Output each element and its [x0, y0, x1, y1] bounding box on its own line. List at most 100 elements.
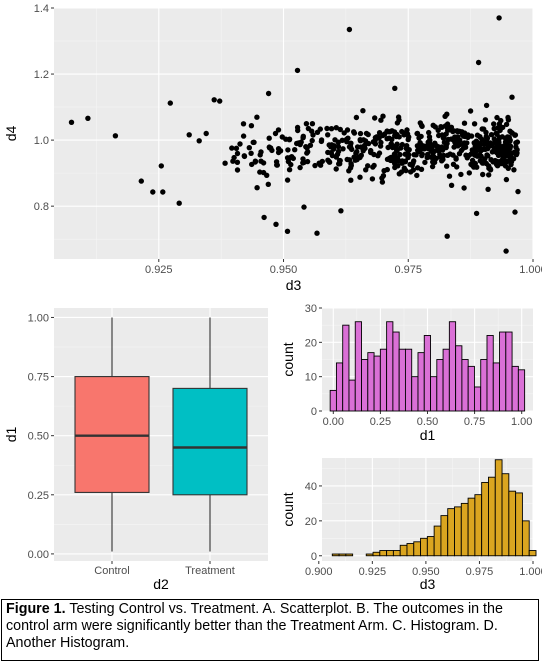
- scatter-point: [458, 147, 465, 154]
- scatter-point: [418, 133, 424, 140]
- scatter-point: [258, 149, 264, 155]
- scatter-point: [503, 143, 509, 149]
- histogram-bar: [392, 331, 400, 412]
- scatter-point: [266, 135, 272, 141]
- scatter-point: [431, 154, 437, 160]
- scatter-point: [297, 164, 303, 171]
- scatter-point: [353, 114, 360, 121]
- scatter-point: [380, 173, 387, 179]
- scatter-point: [357, 130, 364, 137]
- scatter-point: [495, 137, 502, 143]
- scatter-point: [471, 121, 478, 127]
- histogram-bar: [373, 355, 381, 412]
- scatter-point: [234, 159, 241, 165]
- scatter-point: [348, 177, 354, 183]
- scatter-point: [482, 117, 489, 123]
- scatter-point: [257, 169, 263, 175]
- scatter-point: [377, 143, 384, 149]
- scatter-point: [316, 160, 322, 166]
- scatter-point: [444, 163, 450, 169]
- scatter-point: [217, 98, 223, 104]
- y-tick-label: 0.75: [28, 372, 49, 384]
- y-tick-label: 0: [311, 551, 317, 563]
- histogram-bar: [386, 550, 394, 557]
- scatter-point: [494, 163, 501, 169]
- histogram-bar: [426, 536, 435, 557]
- scatter-point: [502, 163, 509, 169]
- scatter-point: [309, 121, 316, 127]
- histogram-bar: [511, 365, 519, 412]
- scatter-point: [495, 125, 501, 131]
- scatter-point: [478, 146, 484, 152]
- scatter-point: [456, 142, 463, 148]
- y-tick-label: 0.00: [28, 549, 49, 561]
- scatter-point: [85, 115, 91, 122]
- scatter-point: [426, 140, 433, 146]
- histogram-d3-panel: 0.900 0.925 0.950 0.975 1.000 0 20 40 d3 count: [280, 458, 542, 592]
- x-tick-label: 1.00: [511, 416, 532, 428]
- scatter-point: [473, 148, 479, 155]
- scatter-point: [68, 119, 75, 126]
- caption-label: Figure 1.: [6, 601, 66, 617]
- y-tick-label: 20: [305, 337, 317, 349]
- scatter-point: [511, 167, 517, 173]
- x-axis-title: d3: [286, 277, 302, 293]
- scatter-point: [381, 168, 387, 174]
- x-axis-title: d3: [420, 576, 436, 592]
- histogram-bar: [423, 335, 431, 412]
- scatter-point: [325, 157, 331, 163]
- scatter-point: [365, 163, 371, 169]
- scatter-point: [222, 160, 228, 166]
- scatter-point: [284, 177, 291, 183]
- scatter-point: [487, 166, 493, 172]
- scatter-point: [354, 144, 361, 150]
- scatter-point: [310, 132, 316, 138]
- scatter-point: [274, 162, 280, 168]
- scatter-point: [483, 160, 489, 167]
- x-tick-label: 0.25: [370, 416, 391, 428]
- y-tick-label: 20: [305, 516, 317, 528]
- scatter-point: [474, 153, 481, 159]
- histogram-bar: [474, 494, 483, 557]
- scatter-point: [196, 138, 202, 144]
- histogram-bar: [481, 481, 489, 557]
- y-axis-title: d1: [3, 427, 19, 443]
- scatter-point: [445, 152, 451, 158]
- scatter-point: [273, 221, 279, 227]
- scatter-point: [382, 131, 388, 137]
- figure-caption: Figure 1. Testing Control vs. Treatment.…: [1, 599, 539, 661]
- scatter-point: [499, 157, 505, 164]
- histogram-d1-panel: 0.00 0.25 0.50 0.75 1.00 0 10 20 30 d1 count: [280, 303, 533, 443]
- scatter-point: [475, 59, 482, 66]
- scatter-point: [468, 151, 474, 157]
- scatter-point: [430, 149, 436, 155]
- scatter-point: [176, 200, 182, 206]
- scatter-point: [335, 143, 342, 150]
- scatter-point: [458, 171, 464, 178]
- scatter-point: [461, 143, 467, 150]
- x-tick-label: 0.975: [394, 264, 422, 276]
- scatter-point: [309, 137, 315, 144]
- scatter-point: [512, 209, 518, 215]
- scatter-point: [484, 141, 490, 148]
- scatter-point: [369, 176, 376, 182]
- scatter-point: [395, 114, 402, 120]
- scatter-point: [446, 173, 453, 179]
- x-tick-label: 0.00: [323, 416, 344, 428]
- scatter-point: [386, 156, 392, 162]
- scatter-point: [443, 143, 449, 149]
- histogram-bar: [392, 550, 401, 557]
- scatter-point: [344, 139, 350, 145]
- scatter-point: [318, 138, 325, 145]
- scatter-point: [488, 157, 494, 163]
- scatter-point: [211, 97, 217, 103]
- scatter-point: [388, 141, 394, 147]
- scatter-point: [467, 108, 474, 114]
- scatter-point: [275, 149, 282, 156]
- scatter-point: [371, 162, 377, 169]
- scatter-point: [300, 160, 306, 166]
- scatter-point: [295, 127, 301, 134]
- scatter-point: [419, 123, 425, 129]
- scatter-point: [229, 145, 235, 151]
- scatter-point: [511, 149, 518, 155]
